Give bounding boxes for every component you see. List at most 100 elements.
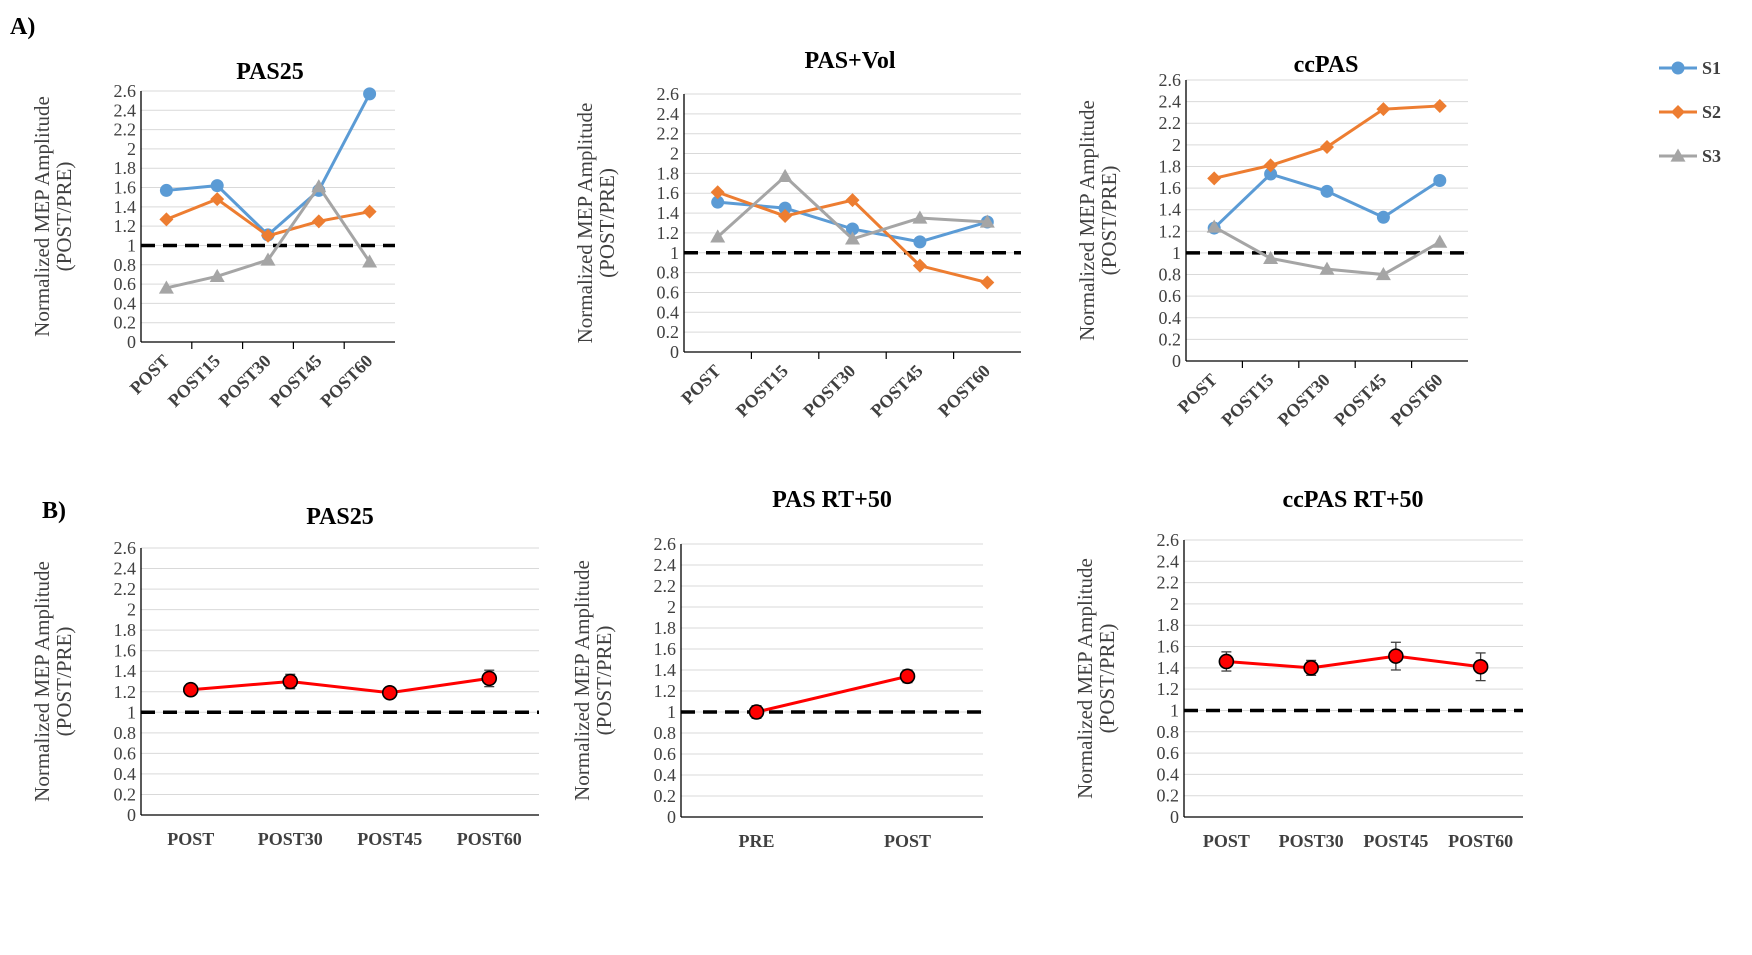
x-tick-label: POST	[1203, 831, 1250, 851]
y-tick-label: 2.4	[114, 100, 137, 120]
y-tick-label: 1	[1172, 243, 1181, 263]
y-tick-label: 2.2	[654, 576, 677, 596]
y-tick-label: 0.6	[654, 744, 677, 764]
y-tick-label: 1.2	[657, 223, 680, 243]
data-point-mean	[899, 668, 916, 685]
y-tick-label: 1.4	[1159, 200, 1182, 220]
x-tick-label: POST60	[934, 361, 994, 421]
y-tick-label: 0.6	[114, 274, 137, 294]
y-tick-label: 2	[667, 597, 676, 617]
y-tick-label: 0	[670, 342, 679, 362]
data-point-S3	[979, 214, 995, 228]
y-tick-label: 0.2	[1159, 329, 1182, 349]
chart-a_pasvol: 00.20.40.60.811.21.41.61.822.22.42.6 PAS+…	[573, 48, 1021, 421]
y-axis-label-line2: (POST/PRE)	[1095, 624, 1119, 734]
chart-title: PAS25	[306, 504, 374, 530]
data-point-mean	[1303, 660, 1319, 676]
y-axis-label-line1: Normalized MEP Amplitude	[1075, 100, 1099, 341]
y-tick-label: 0.4	[114, 293, 137, 313]
data-point-S2	[1207, 171, 1222, 186]
x-tick-label: POST	[1174, 370, 1221, 417]
y-tick-label: 1.4	[657, 203, 680, 223]
y-axis-label-line2: (POST/PRE)	[592, 626, 616, 736]
y-tick-label: 0	[127, 332, 136, 352]
x-tick-label: POST30	[258, 829, 323, 849]
data-point-S3	[912, 210, 928, 224]
series-line-mean	[190, 676, 490, 695]
y-tick-label: 0	[127, 805, 136, 825]
y-tick-label: 0	[1172, 351, 1181, 371]
y-tick-label: 2	[670, 144, 679, 164]
chart-title: PAS RT+50	[772, 487, 892, 513]
y-tick-label: 0.6	[1159, 286, 1182, 306]
x-tick-label: POST60	[1387, 370, 1447, 430]
chart-title: ccPAS	[1294, 52, 1359, 78]
y-axis-label-line2: (POST/PRE)	[595, 168, 619, 278]
legend: S1 S2 S3	[1659, 58, 1721, 166]
x-tick-label: POST45	[266, 351, 326, 411]
y-tick-label: 1.6	[1159, 178, 1182, 198]
y-tick-label: 2.6	[657, 84, 680, 104]
y-tick-label: 2.2	[114, 579, 137, 599]
y-tick-label: 1.8	[657, 163, 680, 183]
x-tick-label: POST60	[1448, 831, 1513, 851]
y-tick-label: 1	[1170, 700, 1179, 720]
y-tick-label: 2	[1170, 594, 1179, 614]
y-axis-label-line2: (POST/PRE)	[52, 627, 76, 737]
data-point-S3	[710, 229, 726, 243]
panel-label-b: B)	[42, 498, 66, 524]
data-point-mean	[1218, 653, 1235, 670]
y-tick-label: 1.2	[1159, 221, 1182, 241]
chart-b_ccpasrt50: 00.20.40.60.811.21.41.61.822.22.42.6 ccPA…	[1073, 487, 1523, 851]
y-tick-label: 2.4	[654, 555, 677, 575]
data-point-S3	[1319, 261, 1335, 275]
y-tick-label: 0.8	[114, 723, 137, 743]
x-tick-label: POST45	[1363, 831, 1428, 851]
y-tick-label: 1.4	[114, 661, 137, 681]
legend-marker-S1	[1671, 61, 1685, 75]
data-point-S1	[1433, 174, 1447, 188]
data-point-mean	[1388, 648, 1404, 664]
y-tick-label: 0.8	[1159, 265, 1182, 285]
x-tick-label: POST45	[867, 361, 927, 421]
data-point-S2	[778, 209, 793, 224]
y-tick-label: 0.2	[114, 313, 137, 333]
y-axis-label-line1: Normalized MEP Amplitude	[30, 561, 54, 802]
y-tick-label: 1.2	[114, 682, 137, 702]
series-line-mean	[1226, 654, 1481, 670]
y-tick-label: 0.2	[657, 322, 680, 342]
legend-label-S3: S3	[1702, 146, 1721, 166]
y-tick-label: 2	[127, 600, 136, 620]
x-tick-label: POST	[884, 831, 931, 851]
y-tick-label: 1.8	[114, 158, 137, 178]
y-axis-label-line2: (POST/PRE)	[1097, 166, 1121, 276]
y-tick-label: 1.8	[654, 618, 677, 638]
y-tick-label: 1.4	[654, 660, 677, 680]
data-point-S1	[913, 235, 927, 249]
chart-b_pas25: 00.20.40.60.811.21.41.61.822.22.42.6 PAS2…	[30, 504, 539, 849]
y-tick-label: 1.6	[657, 183, 680, 203]
x-tick-label: POST60	[316, 351, 376, 411]
y-tick-label: 1.4	[114, 197, 137, 217]
x-tick-label: POST45	[1330, 370, 1390, 430]
y-tick-label: 1	[127, 235, 136, 255]
data-point-S3	[311, 179, 327, 193]
x-tick-label: POST	[126, 351, 173, 398]
x-tick-label: POST30	[1279, 831, 1344, 851]
y-tick-label: 0.8	[654, 723, 677, 743]
data-point-S1	[1320, 184, 1334, 198]
legend-label-S1: S1	[1702, 58, 1721, 78]
x-tick-label: PRE	[739, 831, 775, 851]
series-line-S1	[166, 93, 371, 237]
data-point-S3	[777, 168, 793, 182]
y-tick-label: 0.4	[657, 302, 680, 322]
y-tick-label: 2.4	[114, 559, 137, 579]
data-point-S1	[711, 195, 725, 209]
y-tick-label: 2	[1172, 135, 1181, 155]
chart-title: PAS+Vol	[804, 48, 895, 74]
data-point-mean	[182, 681, 199, 698]
data-point-S3	[1263, 250, 1279, 264]
y-tick-label: 1.4	[1157, 658, 1180, 678]
chart-a_pas25: 00.20.40.60.811.21.41.61.822.22.42.6 PAS2…	[30, 59, 395, 411]
